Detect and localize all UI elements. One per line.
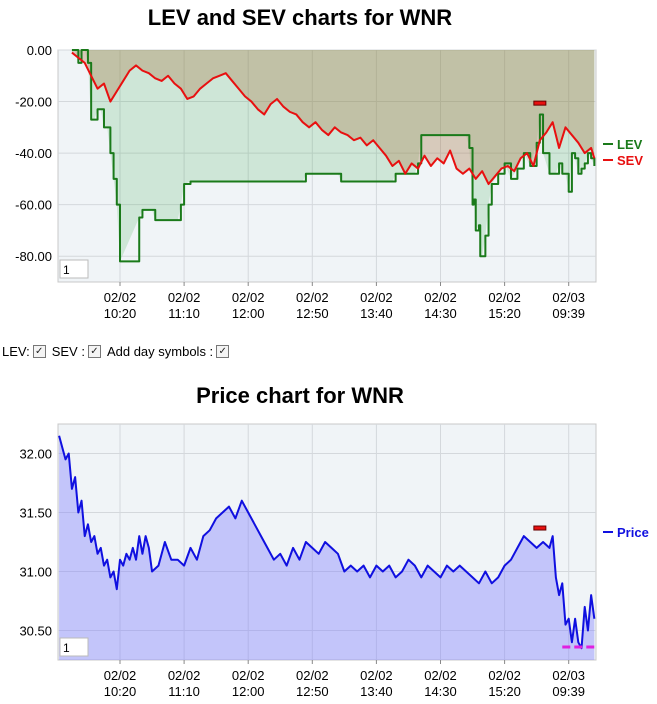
price-chart: 32.0031.5031.0030.5002/0210:2002/0211:10… bbox=[19, 423, 649, 699]
x-tick-date: 02/02 bbox=[104, 290, 137, 305]
x-tick-date: 02/02 bbox=[488, 668, 521, 683]
lev-checkbox[interactable]: ✓ bbox=[32, 345, 46, 358]
day-symbols-toggle[interactable]: Add day symbols : ✓ bbox=[107, 344, 233, 359]
chart-controls: LEV: ✓ SEV : ✓ Add day symbols : ✓ bbox=[2, 344, 235, 359]
x-tick-date: 02/02 bbox=[360, 290, 393, 305]
x-tick-time: 15:20 bbox=[488, 306, 521, 321]
x-tick-time: 10:20 bbox=[104, 684, 137, 699]
lev-line bbox=[71, 49, 596, 263]
x-tick-time: 11:10 bbox=[168, 684, 200, 699]
price-area bbox=[59, 435, 595, 660]
lev-toggle-label: LEV: bbox=[2, 344, 30, 359]
x-tick-time: 14:30 bbox=[424, 684, 457, 699]
y-tick-label: 31.00 bbox=[19, 565, 52, 580]
pager-box[interactable] bbox=[59, 259, 89, 279]
x-tick-date: 02/02 bbox=[232, 668, 265, 683]
x-tick-time: 10:20 bbox=[104, 306, 137, 321]
x-tick-time: 12:50 bbox=[296, 684, 329, 699]
sev-toggle-label: SEV : bbox=[51, 344, 85, 359]
x-tick-date: 02/02 bbox=[424, 290, 457, 305]
sev-checkbox[interactable]: ✓ bbox=[87, 345, 101, 358]
lev-area bbox=[71, 50, 595, 262]
x-tick-time: 13:40 bbox=[360, 684, 393, 699]
x-tick-date: 02/02 bbox=[296, 668, 329, 683]
y-tick-label: -20.00 bbox=[15, 95, 52, 110]
y-tick-label: -80.00 bbox=[15, 249, 52, 264]
sev-toggle[interactable]: SEV : ✓ bbox=[52, 344, 105, 359]
x-tick-date: 02/03 bbox=[552, 668, 585, 683]
x-tick-time: 09:39 bbox=[552, 306, 585, 321]
day-symbol-marker bbox=[533, 100, 547, 106]
pager-value: 1 bbox=[63, 263, 70, 277]
x-tick-time: 12:00 bbox=[232, 306, 265, 321]
lev-toggle[interactable]: LEV: ✓ bbox=[2, 344, 50, 359]
x-tick-time: 15:20 bbox=[488, 684, 521, 699]
x-tick-date: 02/02 bbox=[168, 290, 201, 305]
y-tick-label: 0.00 bbox=[27, 43, 52, 58]
plot-area bbox=[57, 423, 597, 661]
x-tick-time: 12:50 bbox=[296, 306, 329, 321]
x-tick-time: 11:10 bbox=[168, 306, 200, 321]
sev-area bbox=[71, 50, 595, 185]
x-tick-date: 02/02 bbox=[488, 290, 521, 305]
legend-label: Price bbox=[617, 525, 649, 540]
price-line bbox=[58, 435, 596, 650]
lev-sev-chart: 0.00-20.00-40.00-60.00-80.0002/0210:2002… bbox=[15, 43, 643, 321]
x-tick-time: 12:00 bbox=[232, 684, 265, 699]
y-tick-label: 32.00 bbox=[19, 447, 52, 462]
x-tick-date: 02/02 bbox=[360, 668, 393, 683]
pager-value: 1 bbox=[63, 641, 70, 655]
x-tick-time: 09:39 bbox=[552, 684, 585, 699]
x-tick-time: 14:30 bbox=[424, 306, 457, 321]
x-tick-date: 02/03 bbox=[552, 290, 585, 305]
x-tick-date: 02/02 bbox=[424, 668, 457, 683]
legend-label: SEV bbox=[617, 153, 643, 168]
x-tick-date: 02/02 bbox=[232, 290, 265, 305]
x-tick-date: 02/02 bbox=[104, 668, 137, 683]
x-tick-time: 13:40 bbox=[360, 306, 393, 321]
y-tick-label: 30.50 bbox=[19, 624, 52, 639]
x-tick-date: 02/02 bbox=[296, 290, 329, 305]
sev-line bbox=[71, 51, 596, 186]
price-chart-title: Price chart for WNR bbox=[196, 383, 404, 408]
legend-label: LEV bbox=[617, 137, 643, 152]
day-symbols-checkbox[interactable]: ✓ bbox=[216, 345, 230, 358]
lev-sev-chart-title: LEV and SEV charts for WNR bbox=[147, 5, 453, 30]
x-tick-date: 02/02 bbox=[168, 668, 201, 683]
day-symbols-label: Add day symbols : bbox=[106, 344, 214, 359]
day-symbol-marker bbox=[533, 525, 547, 531]
y-tick-label: -60.00 bbox=[15, 198, 52, 213]
y-tick-label: 31.50 bbox=[19, 506, 52, 521]
pager-box[interactable] bbox=[59, 637, 89, 657]
y-tick-label: -40.00 bbox=[15, 146, 52, 161]
